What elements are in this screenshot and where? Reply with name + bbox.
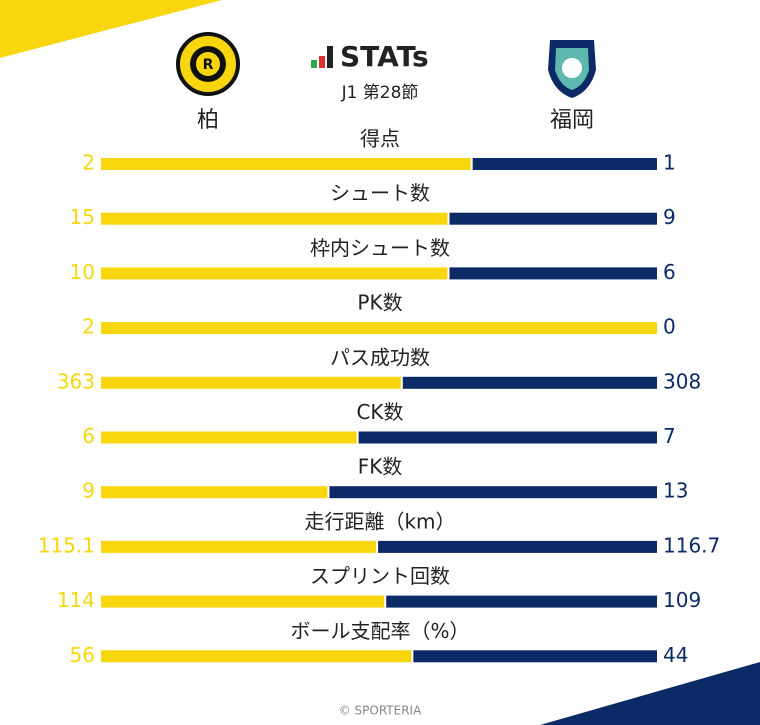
away-bar [378,540,657,553]
home-value: 6 [82,424,95,448]
away-bar [402,376,657,389]
home-bar [101,595,385,608]
home-value: 2 [82,315,95,339]
away-bar [449,212,657,225]
stat-label: 走行距離（km） [304,509,455,533]
home-logo: R [176,32,240,96]
away-value: 44 [663,643,688,667]
chart-subtitle: J1 第28節 [341,83,419,103]
home-bar [101,322,657,335]
stats-icon [311,46,333,68]
footer: © SPORTERIA [339,704,422,718]
home-value: 15 [70,205,95,229]
away-value: 116.7 [663,533,720,557]
corner-decoration [540,662,760,725]
away-bar [449,267,657,280]
home-bar [101,158,471,170]
team-name: 福岡 [550,108,594,133]
home-bar [101,486,328,499]
home-value: 56 [70,643,95,667]
chart-title: STATs [340,40,429,73]
home-value: 9 [82,479,95,503]
away-value: 308 [663,369,701,393]
svg-text:R: R [203,57,214,73]
corner-decoration [0,0,222,58]
away-value: 1 [663,151,676,175]
stat-label: ボール支配率（%） [290,619,469,643]
away-bar [358,431,657,444]
stat-label: パス成功数 [330,345,430,369]
home-value: 10 [70,260,95,284]
away-value: 6 [663,260,676,284]
home-value: 114 [57,588,95,612]
home-bar [101,267,448,280]
stat-label: PK数 [357,291,402,315]
away-bar [472,158,657,170]
stat-label: 得点 [360,127,400,151]
home-value: 363 [57,369,95,393]
stat-label: シュート数 [330,181,430,205]
team-name: 柏 [197,108,219,133]
away-value: 109 [663,588,701,612]
home-bar [101,540,377,553]
away-bar [413,650,657,663]
home-bar [101,212,448,225]
stat-label: スプリント回数 [310,564,450,588]
away-logo [548,40,596,98]
away-value: 13 [663,479,688,503]
away-bar [329,486,657,499]
away-bar [386,595,657,608]
home-bar [101,650,412,663]
away-value: 0 [663,315,676,339]
home-bar [101,431,357,444]
stat-label: FK数 [358,455,403,479]
stat-label: CK数 [356,400,403,424]
away-value: 7 [663,424,676,448]
home-bar [101,376,401,389]
home-value: 115.1 [38,533,95,557]
away-value: 9 [663,205,676,229]
stat-label: 枠内シュート数 [310,236,450,260]
home-value: 2 [82,151,95,175]
